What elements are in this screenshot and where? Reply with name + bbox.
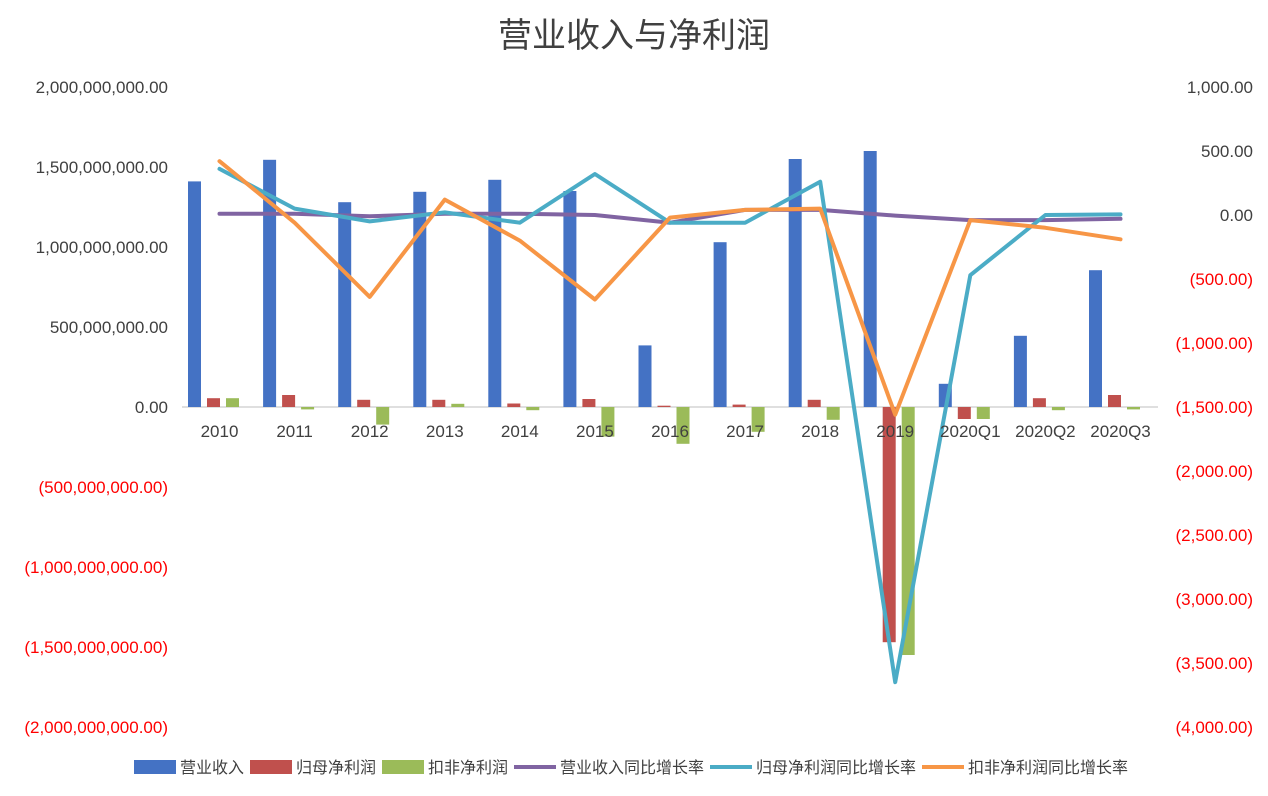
left-axis-tick-label: 2,000,000,000.00	[36, 78, 168, 97]
bar-series-group	[188, 151, 1140, 655]
legend: 营业收入 归母净利润 扣非净利润 营业收入同比增长率 归母净利润同比增长率 扣非净利润同比…	[134, 758, 1128, 777]
right-axis-tick-label: (3,500.00)	[1176, 654, 1254, 673]
bar-1-9	[882, 407, 896, 643]
bar-2-5	[601, 407, 615, 437]
line-series-2	[217, 159, 1123, 417]
right-axis-tick-label: 500.00	[1201, 142, 1253, 161]
bar-0-8	[788, 159, 802, 407]
bar-2-2	[376, 407, 390, 425]
bar-0-9	[863, 151, 877, 407]
bar-2-6	[676, 407, 690, 444]
bar-1-7	[732, 404, 746, 407]
bar-0-12	[1089, 270, 1102, 407]
bar-2-11	[1051, 407, 1065, 411]
category-label: 2020Q2	[1015, 422, 1076, 441]
bar-1-3	[432, 399, 446, 407]
category-label: 2013	[426, 422, 464, 441]
legend-swatch-2	[382, 760, 424, 774]
category-label: 2015	[576, 422, 614, 441]
left-axis-tick-label: (2,000,000,000.00)	[24, 718, 168, 737]
right-axis-tick-label: (2,000.00)	[1176, 462, 1254, 481]
category-label: 2010	[201, 422, 239, 441]
bar-0-11	[1013, 335, 1027, 407]
bar-0-4	[488, 179, 502, 407]
right-axis-tick-label: (1,000.00)	[1176, 334, 1254, 353]
bar-1-10	[957, 407, 971, 419]
legend-swatch-1	[250, 760, 292, 774]
bar-1-1	[282, 395, 296, 407]
left-axis: 2,000,000,000.00 1,500,000,000.00 1,000,00…	[24, 78, 168, 737]
bar-2-7	[751, 407, 765, 432]
chart-title: 营业收入与净利润	[498, 16, 770, 56]
line-series-1	[217, 166, 1123, 685]
right-axis-tick-label: (3,000.00)	[1176, 590, 1254, 609]
category-label: 2020Q1	[940, 422, 1001, 441]
legend-label-4: 归母净利润同比增长率	[756, 758, 916, 777]
bar-0-3	[413, 191, 427, 407]
category-label: 2018	[801, 422, 839, 441]
bar-0-5	[563, 191, 577, 407]
line-series-group	[217, 159, 1123, 685]
category-label: 2020Q3	[1090, 422, 1151, 441]
bar-1-0	[207, 398, 220, 407]
bar-2-10	[976, 407, 990, 419]
bar-0-0	[188, 181, 201, 407]
right-axis: 1,000.00 500.00 0.00 (500.00) (1,000.00) (1,5…	[1176, 78, 1254, 737]
bar-1-12	[1108, 395, 1121, 407]
left-axis-tick-label: 1,000,000,000.00	[36, 238, 168, 257]
legend-label-3: 营业收入同比增长率	[560, 758, 704, 777]
right-axis-tick-label: (4,000.00)	[1176, 718, 1254, 737]
left-axis-tick-label: (1,500,000,000.00)	[24, 638, 168, 657]
legend-label-0: 营业收入	[180, 758, 244, 777]
bar-1-4	[507, 403, 521, 407]
bar-1-11	[1032, 398, 1046, 407]
bar-2-4	[526, 407, 540, 411]
legend-label-2: 扣非净利润	[428, 758, 508, 777]
bar-1-8	[807, 399, 821, 407]
bar-2-3	[451, 403, 465, 407]
right-axis-tick-label: (2,500.00)	[1176, 526, 1254, 545]
bar-1-2	[357, 399, 371, 407]
category-label: 2016	[651, 422, 689, 441]
category-label: 2012	[351, 422, 389, 441]
category-label: 2019	[876, 422, 914, 441]
category-labels: 2010 2011 2012 2013 2014 2015 2016 2017 2018 2019…	[201, 422, 1151, 441]
bar-2-12	[1127, 407, 1140, 410]
legend-label-5: 扣非净利润同比增长率	[968, 758, 1128, 777]
right-axis-tick-label: 1,000.00	[1187, 78, 1253, 97]
legend-swatch-0	[134, 760, 176, 774]
left-axis-tick-label: 500,000,000.00	[50, 318, 168, 337]
category-label: 2017	[726, 422, 764, 441]
bar-1-6	[657, 405, 671, 407]
category-label: 2011	[276, 422, 313, 441]
right-axis-tick-label: (500.00)	[1190, 270, 1253, 289]
left-axis-tick-label: (500,000,000.00)	[39, 478, 169, 497]
bar-2-8	[826, 407, 840, 420]
bar-0-6	[638, 345, 652, 407]
bar-0-2	[338, 202, 352, 407]
bar-1-5	[582, 399, 596, 407]
right-axis-tick-label: 0.00	[1220, 206, 1253, 225]
left-axis-tick-label: 0.00	[135, 398, 168, 417]
left-axis-tick-label: 1,500,000,000.00	[36, 158, 168, 177]
bar-2-1	[301, 407, 315, 410]
bar-2-0	[226, 398, 239, 407]
bar-0-7	[713, 242, 727, 407]
legend-label-1: 归母净利润	[296, 758, 376, 777]
category-label: 2014	[501, 422, 539, 441]
bar-0-1	[263, 159, 277, 407]
right-axis-tick-label: (1,500.00)	[1176, 398, 1254, 417]
left-axis-tick-label: (1,000,000,000.00)	[24, 558, 168, 577]
